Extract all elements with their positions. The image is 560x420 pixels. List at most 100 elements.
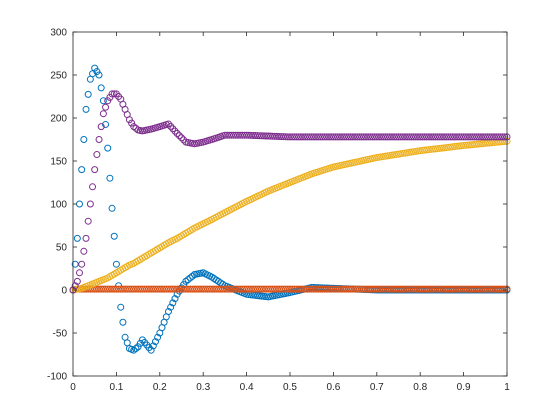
data-point [455, 285, 463, 293]
data-point [223, 131, 231, 139]
data-point [379, 285, 387, 293]
data-point [442, 285, 450, 293]
data-point [130, 346, 138, 354]
data-point [434, 133, 442, 141]
data-point [80, 247, 88, 255]
data-point [82, 234, 90, 242]
data-point [444, 133, 452, 141]
data-point [375, 133, 383, 141]
data-point [401, 133, 409, 141]
data-point [266, 285, 274, 293]
data-point [191, 285, 199, 293]
data-point [453, 142, 461, 150]
data-point [175, 132, 183, 140]
data-point [384, 133, 392, 141]
data-point [89, 285, 97, 293]
data-point [132, 285, 140, 293]
data-point [306, 285, 314, 293]
data-point [273, 132, 281, 140]
data-point [306, 133, 314, 141]
data-point [279, 285, 287, 293]
data-point [95, 71, 103, 79]
y-tick-label: 0 [61, 286, 67, 297]
data-point [470, 140, 478, 148]
data-point [221, 131, 229, 139]
data-point [82, 285, 90, 293]
data-point [102, 285, 110, 293]
data-point [149, 342, 157, 350]
data-point [219, 285, 227, 293]
data-point [251, 285, 259, 293]
data-point [188, 285, 196, 293]
data-point [99, 285, 107, 293]
data-point [349, 285, 357, 293]
data-point [210, 285, 218, 293]
x-tick-label: 0.4 [240, 382, 254, 393]
data-point [151, 338, 159, 346]
data-point [438, 285, 446, 293]
data-point [91, 166, 99, 174]
data-point [468, 141, 476, 149]
data-point [78, 166, 86, 174]
data-point [481, 285, 489, 293]
data-point [312, 133, 320, 141]
data-point [405, 285, 413, 293]
data-point [340, 285, 348, 293]
data-point [288, 285, 296, 293]
data-point [466, 141, 474, 149]
x-tick-label: 0.1 [109, 382, 123, 393]
data-point [481, 133, 489, 141]
data-point [93, 151, 101, 159]
data-point [464, 133, 472, 141]
data-point [301, 285, 309, 293]
data-point [314, 133, 322, 141]
data-point [362, 133, 370, 141]
data-point [453, 133, 461, 141]
data-point [158, 285, 166, 293]
data-point [377, 133, 385, 141]
data-point [232, 131, 240, 139]
data-point [375, 285, 383, 293]
data-point [217, 285, 225, 293]
data-point [169, 299, 177, 307]
data-point [440, 285, 448, 293]
data-point [494, 133, 502, 141]
data-point [225, 285, 233, 293]
data-point [405, 133, 413, 141]
data-point [297, 133, 305, 141]
data-point [167, 303, 175, 311]
data-point [379, 133, 387, 141]
data-point [91, 64, 99, 72]
data-point [234, 285, 242, 293]
data-point [327, 133, 335, 141]
data-point [145, 285, 153, 293]
data-point [106, 93, 114, 101]
data-point [451, 285, 459, 293]
data-point [460, 142, 468, 150]
data-point [240, 285, 248, 293]
data-point [238, 285, 246, 293]
data-point [436, 133, 444, 141]
data-point [173, 285, 181, 293]
data-point [492, 133, 500, 141]
data-point [462, 133, 470, 141]
data-point [403, 133, 411, 141]
data-point [97, 123, 105, 131]
data-point [310, 133, 318, 141]
data-point [449, 285, 457, 293]
data-point [440, 133, 448, 141]
data-point [362, 285, 370, 293]
data-point [360, 285, 368, 293]
data-point [455, 133, 463, 141]
data-point [340, 133, 348, 141]
data-point [184, 285, 192, 293]
data-point [71, 260, 79, 268]
data-point [329, 133, 337, 141]
data-point [462, 285, 470, 293]
data-point [388, 285, 396, 293]
data-point [104, 97, 112, 105]
data-point [156, 285, 164, 293]
data-point [71, 282, 79, 290]
data-point [99, 97, 107, 105]
data-point [392, 285, 400, 293]
